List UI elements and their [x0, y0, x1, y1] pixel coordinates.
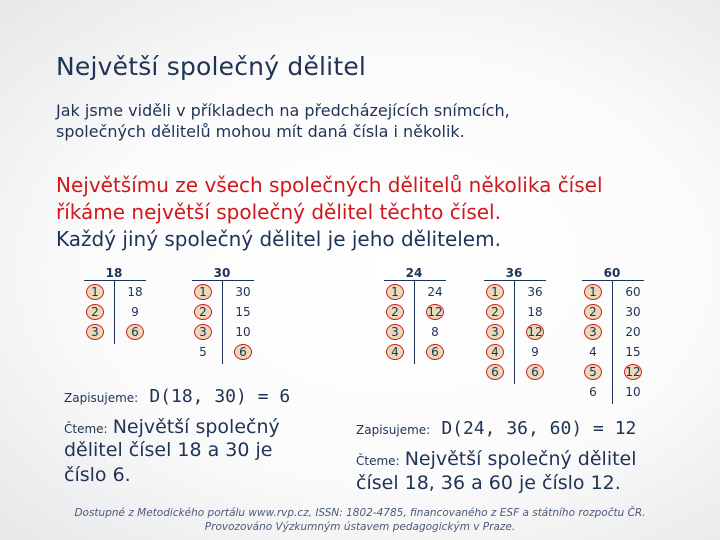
divisor-cell: 3 — [386, 324, 404, 340]
quotient-cell: 10 — [235, 325, 251, 339]
divisor-cell: 1 — [194, 284, 212, 300]
definition-line-2: říkáme největší společný dělitel těchto … — [56, 200, 501, 224]
divider-line — [612, 280, 613, 404]
definition-text: Největšímu ze všech společných dělitelů … — [56, 172, 603, 253]
divider-line — [384, 280, 446, 281]
divisor-cell: 6 — [486, 364, 504, 380]
divisor-cell: 2 — [486, 304, 504, 320]
read-text-1: Největší společný dělitel — [404, 448, 637, 470]
divisor-cell: 2 — [86, 304, 104, 320]
quotient-cell: 9 — [531, 345, 539, 359]
divisor-cell: 2 — [584, 304, 602, 320]
divisor-cell: 1 — [584, 284, 602, 300]
divisor-cell: 6 — [589, 385, 597, 399]
divider-line — [484, 280, 546, 281]
decomposed-number: 60 — [603, 266, 621, 280]
divider-line — [222, 280, 223, 364]
footer-line-2: Provozováno Výzkumným ústavem pedagogick… — [204, 521, 516, 533]
gcd-notation: D(24, 36, 60) = 12 — [441, 418, 637, 439]
quotient-cell: 6 — [526, 364, 544, 380]
quotient-cell: 36 — [527, 285, 543, 299]
quotient-cell: 15 — [235, 305, 251, 319]
read-label: Čteme: — [64, 422, 108, 436]
quotient-cell: 18 — [527, 305, 543, 319]
intro-line-1: Jak jsme viděli v příkladech na předcház… — [56, 101, 510, 120]
read-text-3: číslo 6. — [64, 464, 131, 486]
divisor-cell: 3 — [486, 324, 504, 340]
decomposed-number: 36 — [505, 266, 523, 280]
divisor-cell: 3 — [584, 324, 602, 340]
footer-line-1: Dostupné z Metodického portálu www.rvp.c… — [74, 507, 646, 519]
divider-line — [514, 280, 515, 384]
quotient-cell: 60 — [625, 285, 641, 299]
divisor-cell: 1 — [86, 284, 104, 300]
quotient-cell: 12 — [426, 304, 444, 320]
divider-line — [84, 280, 146, 281]
definition-line-3: Každý jiný společný dělitel je jeho děli… — [56, 227, 501, 251]
quotient-cell: 8 — [431, 325, 439, 339]
divider-line — [192, 280, 254, 281]
read-text-2: čísel 18, 36 a 60 je číslo 12. — [356, 472, 621, 494]
divisor-cell: 2 — [194, 304, 212, 320]
decomposed-number: 18 — [105, 266, 123, 280]
divisor-cell: 4 — [386, 344, 404, 360]
decomposed-number: 30 — [213, 266, 231, 280]
divisor-cell: 1 — [486, 284, 504, 300]
quotient-cell: 18 — [127, 285, 143, 299]
summary-18-30: Zapisujeme: D(18, 30) = 6 Čteme: Největš… — [64, 386, 290, 488]
read-text-1: Největší společný — [112, 416, 280, 438]
quotient-cell: 15 — [625, 345, 641, 359]
divisor-cell: 3 — [86, 324, 104, 340]
quotient-cell: 6 — [426, 344, 444, 360]
gcd-notation: D(18, 30) = 6 — [149, 386, 291, 407]
quotient-cell: 30 — [235, 285, 251, 299]
write-label: Zapisujeme: — [64, 391, 139, 405]
summary-24-36-60: Zapisujeme: D(24, 36, 60) = 12 Čteme: Ne… — [356, 418, 637, 496]
quotient-cell: 30 — [625, 305, 641, 319]
divisor-cell: 5 — [199, 345, 207, 359]
quotient-cell: 12 — [526, 324, 544, 340]
intro-line-2: společných dělitelů mohou mít daná čísla… — [56, 122, 465, 141]
quotient-cell: 6 — [234, 344, 252, 360]
decomposed-number: 24 — [405, 266, 423, 280]
quotient-cell: 6 — [126, 324, 144, 340]
quotient-cell: 10 — [625, 385, 641, 399]
divisor-cell: 2 — [386, 304, 404, 320]
footer-citation: Dostupné z Metodického portálu www.rvp.c… — [0, 506, 720, 534]
divisor-cell: 3 — [194, 324, 212, 340]
intro-text: Jak jsme viděli v příkladech na předcház… — [56, 100, 656, 142]
quotient-cell: 20 — [625, 325, 641, 339]
page-title: Největší společný dělitel — [56, 52, 367, 81]
definition-line-1: Největšímu ze všech společných dělitelů … — [56, 173, 603, 197]
divider-line — [414, 280, 415, 364]
quotient-cell: 9 — [131, 305, 139, 319]
divider-line — [114, 280, 115, 344]
divisor-cell: 4 — [486, 344, 504, 360]
divisor-cell: 1 — [386, 284, 404, 300]
quotient-cell: 12 — [624, 364, 642, 380]
quotient-cell: 24 — [427, 285, 443, 299]
divisor-cell: 5 — [584, 364, 602, 380]
write-label: Zapisujeme: — [356, 423, 431, 437]
divisor-cell: 4 — [589, 345, 597, 359]
divider-line — [582, 280, 644, 281]
read-label: Čteme: — [356, 454, 400, 468]
read-text-2: dělitel čísel 18 a 30 je — [64, 439, 273, 461]
